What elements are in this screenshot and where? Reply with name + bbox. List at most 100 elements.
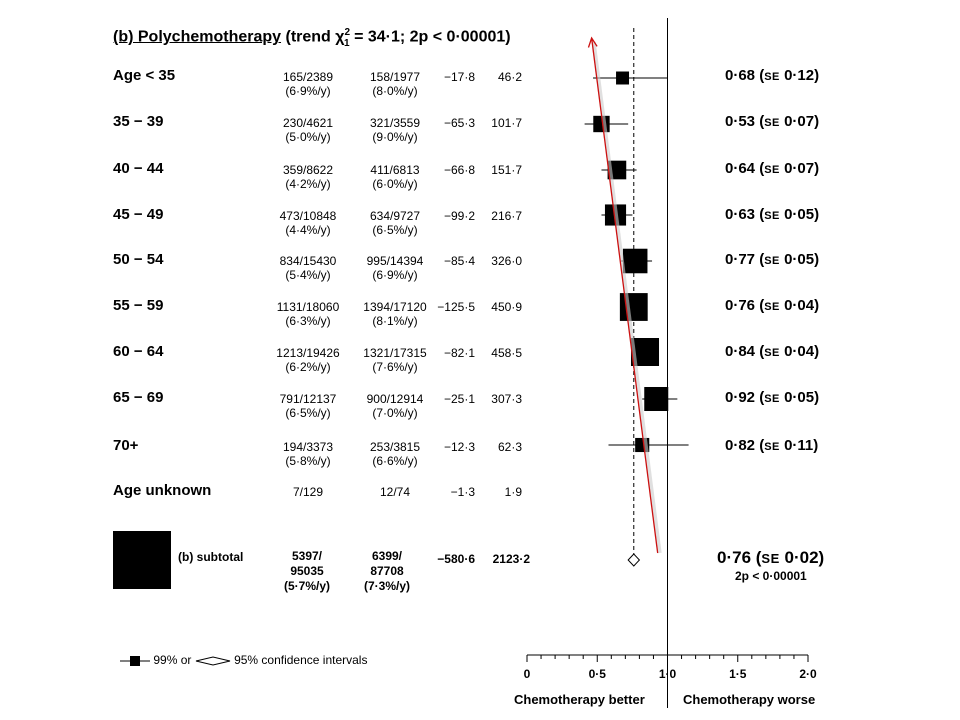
control-rate: (6·0%/y)	[372, 177, 418, 191]
ratio-se: 0·84 (SE 0·04)	[725, 343, 820, 360]
control-rate: (6·5%/y)	[372, 223, 418, 237]
row-label: Age unknown	[113, 482, 211, 499]
chemo-events: 791/12137 (6·5%/y)	[268, 392, 348, 420]
variance-text: 46·2	[497, 70, 522, 84]
chemo-rate: (6·9%/y)	[285, 84, 331, 98]
variance-value: 458·5	[480, 346, 522, 360]
control-rate: (9·0%/y)	[372, 130, 418, 144]
chemo-events-value: 230/4621	[282, 116, 334, 130]
oe-value: −25·1	[425, 392, 475, 406]
oe-value: −65·3	[425, 116, 475, 130]
se-value: 0·05	[784, 206, 815, 223]
ratio-se: 0·77 (SE 0·05)	[725, 251, 820, 268]
oe-text: −66·8	[443, 163, 475, 177]
chemo-events: 1213/19426 (6·2%/y)	[268, 346, 348, 374]
chart-title: (b) Polychemotherapy (trend χ21 = 34·1; …	[113, 27, 511, 49]
oe-text: −12·3	[443, 440, 475, 454]
ratio-value: 0·84	[725, 343, 756, 360]
control-events: 995/14394 (6·9%/y)	[355, 254, 435, 282]
ratio-se: 0·92 (SE 0·05)	[725, 389, 820, 406]
x-tick-label: 1·0	[659, 667, 677, 681]
row-label: 65 − 69	[113, 389, 163, 406]
variance-value: 216·7	[480, 209, 522, 223]
control-rate: (6·6%/y)	[372, 454, 418, 468]
legend-99ci-icon	[120, 655, 150, 666]
variance-text: 62·3	[497, 440, 522, 454]
variance-text: 1·9	[504, 485, 522, 499]
se-value: 0·07	[784, 113, 815, 130]
ratio-se: 0·76 (SE 0·04)	[725, 297, 820, 314]
title-trend-open: (trend	[285, 28, 331, 46]
trend-arrowhead-icon	[587, 36, 598, 48]
footer-left-label: Chemotherapy better	[514, 692, 645, 707]
subtotal-p-value: 2p < 0·00001	[735, 569, 807, 583]
oe-text: −85·4	[443, 254, 475, 268]
row-label-text: 35 − 39	[113, 113, 164, 130]
chemo-events: 7/129	[268, 485, 348, 499]
chemo-rate: (4·2%/y)	[285, 177, 331, 191]
row-label: 35 − 39	[113, 113, 163, 130]
control-events: 321/3559 (9·0%/y)	[355, 116, 435, 144]
subtotal-control-events-b: 87708	[370, 564, 404, 578]
row-label: 55 − 59	[113, 297, 163, 314]
ratio-value: 0·68	[725, 67, 756, 84]
se-label: SE	[764, 210, 780, 222]
control-events: 12/74	[355, 485, 435, 499]
variance-value: 62·3	[480, 440, 522, 454]
subtotal-diamond	[627, 553, 641, 567]
subtotal-chemo-events-a: 5397/	[291, 549, 323, 563]
row-label: 40 − 44	[113, 160, 163, 177]
footer-right-label: Chemotherapy worse	[683, 692, 816, 707]
variance-value: 1·9	[480, 485, 522, 499]
row-label-text: 70+	[113, 437, 139, 454]
variance-value: 307·3	[480, 392, 522, 406]
se-value: 0·07	[784, 160, 815, 177]
chemo-rate: (6·2%/y)	[285, 360, 331, 374]
subtotal-control-events: 6399/ 87708 (7·3%/y)	[352, 549, 422, 594]
ratio-marker	[644, 386, 669, 412]
oe-value: −85·4	[425, 254, 475, 268]
subtotal-square-icon	[113, 531, 171, 589]
chemo-rate: (5·8%/y)	[285, 454, 331, 468]
control-events-value: 158/1977	[369, 70, 421, 84]
control-rate: (7·0%/y)	[372, 406, 418, 420]
x-tick-label: 0·5	[589, 667, 607, 681]
se-value: 0·04	[784, 343, 815, 360]
trend-line	[590, 37, 659, 554]
control-events: 634/9727 (6·5%/y)	[355, 209, 435, 237]
chemo-events-value: 165/2389	[282, 70, 334, 84]
ratio-value: 0·82	[725, 437, 756, 454]
subtotal-se-value: 0·02	[784, 548, 819, 567]
control-events-value: 411/6813	[370, 163, 420, 177]
control-events: 253/3815 (6·6%/y)	[355, 440, 435, 468]
row-label-text: Age unknown	[113, 482, 212, 499]
se-label: SE	[764, 71, 780, 83]
oe-text: −82·1	[443, 346, 475, 360]
oe-value: −66·8	[425, 163, 475, 177]
legend-text-99: 99% or	[153, 653, 192, 667]
subtotal-control-events-a: 6399/	[371, 549, 403, 563]
oe-value: −12·3	[425, 440, 475, 454]
row-label: 50 − 54	[113, 251, 163, 268]
chemo-events: 834/15430 (5·4%/y)	[268, 254, 348, 282]
subtotal-control-rate: (7·3%/y)	[363, 579, 410, 593]
chemo-rate: (5·4%/y)	[285, 268, 331, 282]
title-main: (b) Polychemotherapy	[113, 28, 282, 46]
x-tick-label: 2·0	[799, 667, 817, 681]
control-events-value: 1394/17120	[363, 300, 427, 314]
subtotal-se-label: SE	[761, 551, 780, 566]
chemo-events-value: 1131/18060	[276, 300, 340, 314]
variance-text: 216·7	[491, 209, 522, 223]
variance-value: 101·7	[480, 116, 522, 130]
ratio-se: 0·82 (SE 0·11)	[725, 437, 819, 454]
row-label: 70+	[113, 437, 138, 454]
se-value: 0·12	[784, 67, 815, 84]
chemo-events-value: 194/3373	[282, 440, 334, 454]
variance-text: 151·7	[491, 163, 522, 177]
title-chi-sup: 2	[344, 27, 351, 38]
row-label-text: 60 − 64	[113, 343, 164, 360]
row-label-text: 50 − 54	[113, 251, 164, 268]
variance-text: 307·3	[491, 392, 522, 406]
ratio-marker	[616, 71, 630, 85]
oe-text: −65·3	[443, 116, 475, 130]
